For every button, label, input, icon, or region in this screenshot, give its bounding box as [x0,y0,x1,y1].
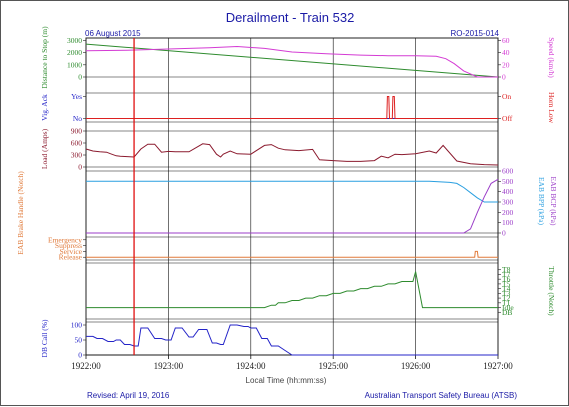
series-line-load-0 [85,143,499,166]
series-line-vigilance_horn-1 [86,96,498,119]
y-left-axis-title: DB Call (%) [40,319,49,357]
y-right-tick-label: 60 [502,36,510,45]
x-tick-label: 1926:00 [401,361,431,371]
series-line-throttle-0 [86,271,498,309]
y-right-tick-label: T1 [502,298,511,307]
y-left-tick-label: 50 [75,336,83,345]
y-left-tick-label: 2000 [67,48,82,57]
revised-date: Revised: April 19, 2016 [87,391,170,400]
y-right-tick-label: 400 [502,187,514,196]
y-right-tick-label: 500 [502,177,514,186]
y-right-tick-label: 600 [502,167,514,176]
y-right-tick-label: 0 [502,73,506,82]
y-left-tick-label: 1000 [67,60,82,69]
y-left-tick-label: 0 [78,163,82,172]
plot-area: 1922:00 1923:00 1924:00 1925:00 1926:00 1927:… [16,26,558,371]
y-left-tick-label: 900 [71,127,83,136]
report-id: RO-2015-014 [451,29,500,38]
y-left-tick-label: No [73,114,82,123]
y-right-tick-label: DB [502,308,512,317]
y-right-tick-label: 200 [502,208,514,217]
x-axis-label: Local Time (hh:mm:ss) [246,376,327,385]
x-tick-label: 1925:00 [318,361,348,371]
series-line-distance_speed-1 [85,45,498,78]
y-right-axis-title-2: EAB BCP (kPa) [549,177,558,226]
y-right-tick-label: 300 [502,198,514,207]
y-right-tick-label: T6 [502,275,511,284]
chart-title: Derailment - Train 532 [226,10,355,25]
y-right-axis-title: Speed (km/h) [547,37,556,78]
x-tick-label: 1927:00 [483,361,513,371]
y-right-tick-label: T3 [502,289,511,298]
y-left-tick-label: 300 [71,151,83,160]
y-right-tick-label: 40 [502,48,510,57]
report-date: 06 August 2015 [85,29,141,38]
y-left-axis-title: Vig. Ack [40,94,49,121]
y-left-axis-title: EAB Brake Handle (Notch) [16,171,25,255]
y-right-tick-label: 20 [502,60,510,69]
agency-name: Australian Transport Safety Bureau (ATSB… [365,391,518,400]
x-tick-label: 1922:00 [71,361,101,371]
y-left-tick-label: Emergency [48,235,82,244]
y-right-tick-label: T7 [502,270,511,279]
y-left-tick-label: 0 [78,351,82,360]
series-line-db_call-0 [86,324,498,356]
series-line-brakes-1 [86,178,499,234]
x-tick-label: 1924:00 [236,361,266,371]
y-right-tick-label: T2 [502,294,511,303]
y-right-tick-label: On [502,92,511,101]
y-left-tick-label: 100 [71,321,83,330]
y-left-tick-label: 600 [71,139,83,148]
series-line-brakes-0 [86,180,498,203]
y-left-tick-label: 0 [78,73,82,82]
y-right-tick-label: 100 [502,218,514,227]
y-right-tick-label: T5 [502,279,511,288]
y-right-axis-title: Throttle (Notch) [547,266,556,316]
y-left-axis-title: Load (Amps) [40,128,49,169]
y-right-tick-label: 0 [502,229,506,238]
x-tick-label: 1923:00 [154,361,184,371]
y-left-axis-title: Distance to Stop (m) [40,26,49,89]
y-right-axis-title: EAB BPP (kPa) [537,177,546,226]
y-right-tick-label: Idle [502,303,514,312]
series-line-distance_speed-0 [85,43,499,78]
y-right-tick-label: T4 [502,284,511,293]
y-left-tick-label: 3000 [67,36,82,45]
y-left-tick-label: Service [60,247,83,256]
y-left-tick-label: Release [59,253,83,262]
series-line-eab_handle-0 [86,250,498,258]
y-right-tick-label: T8 [502,265,511,274]
y-left-tick-label: Yes [71,92,82,101]
y-left-tick-label: Suppress [55,241,82,250]
y-right-tick-label: Off [502,114,513,123]
y-right-axis-title: Horn Low [547,92,556,124]
